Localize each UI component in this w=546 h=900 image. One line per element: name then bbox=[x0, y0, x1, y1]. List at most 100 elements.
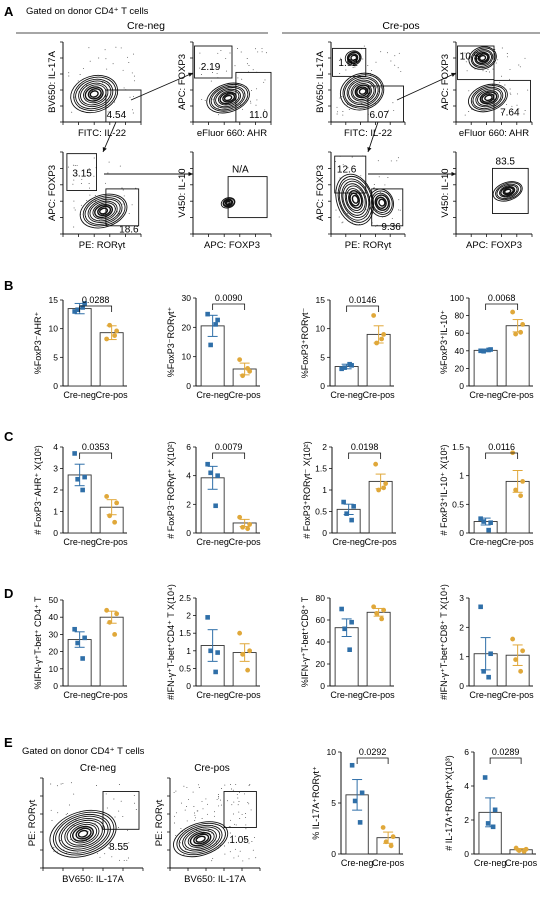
gate-percentage: 4.54 bbox=[107, 110, 127, 121]
flow-event bbox=[254, 837, 255, 839]
flow-event bbox=[107, 172, 109, 174]
significance-bracket bbox=[79, 305, 113, 312]
flow-event bbox=[240, 51, 242, 53]
flow-event bbox=[394, 64, 396, 66]
flow-event bbox=[396, 160, 398, 162]
y-tick-label: 0 bbox=[53, 681, 58, 691]
data-point-cre-neg bbox=[72, 626, 77, 632]
data-point-cre-pos bbox=[112, 333, 118, 338]
flow-contour bbox=[477, 90, 499, 106]
flow-event bbox=[506, 53, 508, 54]
gate-box bbox=[235, 71, 272, 123]
flow-contour bbox=[371, 190, 393, 215]
flow-event bbox=[212, 98, 214, 100]
gate-percentage: 9.36 bbox=[381, 222, 401, 233]
flow-event bbox=[394, 55, 396, 57]
flow-event bbox=[377, 160, 379, 162]
y-tick-label: 30 bbox=[182, 293, 192, 303]
flow-event bbox=[264, 109, 266, 111]
flow-event bbox=[504, 84, 506, 86]
flow-plot-pos-il10-foxp3: 83.5 APC: FOXP3 V450: IL-10 bbox=[440, 151, 533, 251]
flow-event bbox=[468, 111, 470, 112]
flow-event bbox=[79, 74, 81, 75]
data-point-cre-neg bbox=[75, 640, 80, 646]
x-tick-label: Cre-neg bbox=[469, 537, 502, 547]
flow-event bbox=[175, 835, 177, 837]
flow-event bbox=[99, 856, 101, 858]
flow-title: Cre-neg bbox=[80, 763, 116, 774]
flow-contour bbox=[52, 811, 115, 856]
gate-box bbox=[194, 45, 233, 79]
flow-event bbox=[387, 177, 389, 178]
data-point-cre-pos bbox=[374, 611, 380, 616]
flow-event bbox=[135, 809, 137, 810]
flow-contour bbox=[195, 835, 206, 843]
flow-event bbox=[335, 161, 336, 163]
flow-event bbox=[68, 804, 70, 806]
flow-contour bbox=[499, 184, 518, 198]
flow-event bbox=[248, 803, 250, 805]
data-point-cre-neg bbox=[344, 511, 349, 516]
flow-event bbox=[375, 61, 377, 63]
data-point-cre-neg bbox=[215, 650, 220, 655]
flow-x-label: FITC: IL-22 bbox=[344, 128, 392, 139]
flow-contour bbox=[500, 186, 516, 197]
p-value: 0.0198 bbox=[351, 442, 379, 452]
data-point-cre-neg bbox=[208, 342, 213, 348]
flow-event bbox=[218, 805, 220, 807]
flow-event bbox=[251, 90, 253, 92]
flow-event bbox=[106, 68, 108, 70]
data-point-cre-pos bbox=[114, 611, 120, 617]
chart-D2: 0 0.5 1 1.5 2 2.5#IFN-γ⁺T-bet⁺CD4⁺ T X(10⁴) Cr… bbox=[166, 584, 261, 700]
flow-contour bbox=[346, 188, 364, 212]
data-point-cre-neg bbox=[490, 824, 496, 830]
flow-event bbox=[239, 850, 241, 852]
flow-event bbox=[133, 53, 135, 55]
data-point-cre-pos bbox=[240, 524, 246, 530]
flow-contour bbox=[79, 193, 128, 229]
x-tick-label: Cre-neg bbox=[474, 858, 507, 868]
flow-event bbox=[380, 51, 382, 53]
flow-event bbox=[237, 77, 239, 79]
flow-contour bbox=[502, 187, 514, 196]
gate-percentage: 11.0 bbox=[249, 110, 268, 121]
flow-event bbox=[201, 800, 203, 802]
significance-bracket bbox=[212, 452, 246, 459]
y-axis-label: #IFN-γ⁺T-bet⁺CD8⁺ T X(10⁴) bbox=[439, 584, 449, 700]
x-tick-label: Cre-neg bbox=[196, 390, 229, 400]
flow-event bbox=[497, 59, 499, 61]
y-tick-label: 40 bbox=[316, 637, 326, 647]
flow-event bbox=[362, 58, 364, 60]
flow-contour bbox=[378, 198, 386, 207]
data-point-cre-neg bbox=[208, 648, 213, 654]
data-point-cre-neg bbox=[488, 651, 493, 657]
y-tick-label: 5 bbox=[331, 798, 336, 808]
data-point-cre-pos bbox=[247, 648, 253, 654]
flow-contour bbox=[348, 53, 359, 63]
y-tick-label: 0.5 bbox=[179, 663, 191, 673]
flow-event bbox=[214, 811, 215, 813]
x-tick-label: Cre-pos bbox=[96, 690, 129, 700]
flow-event bbox=[129, 96, 131, 98]
data-point-cre-pos bbox=[376, 487, 382, 493]
data-point-cre-neg bbox=[342, 626, 347, 632]
flow-event bbox=[256, 99, 258, 101]
data-point-cre-pos bbox=[107, 322, 113, 328]
flow-contour bbox=[474, 50, 492, 66]
chart-D1: 0 10 20 30 40 50 %IFN-γ⁺T-bet⁺ CD4⁺ T Cre-neg Cr… bbox=[33, 595, 128, 700]
x-tick-label: Cre-neg bbox=[63, 390, 96, 400]
flow-contour bbox=[372, 192, 391, 213]
flow-event bbox=[248, 842, 250, 844]
data-point-cre-pos bbox=[237, 630, 243, 636]
bar-cre-pos bbox=[99, 616, 124, 687]
flow-event bbox=[76, 164, 78, 166]
flow-event bbox=[487, 69, 489, 70]
bar-cre-neg bbox=[67, 308, 92, 387]
flow-event bbox=[111, 856, 113, 858]
flow-event bbox=[210, 80, 212, 82]
flow-event bbox=[348, 109, 350, 110]
data-point-cre-pos bbox=[381, 332, 387, 337]
flow-event bbox=[199, 67, 201, 69]
flow-event bbox=[80, 183, 82, 185]
flow-event bbox=[336, 113, 338, 115]
